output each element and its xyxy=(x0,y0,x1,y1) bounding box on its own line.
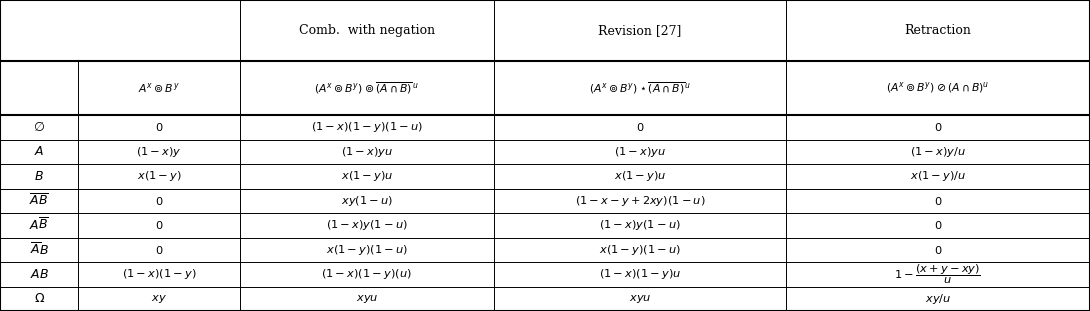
Text: $(1-x)yu$: $(1-x)yu$ xyxy=(614,145,666,159)
Text: $0$: $0$ xyxy=(934,219,942,231)
Text: $\overline{A}\overline{B}$: $\overline{A}\overline{B}$ xyxy=(29,193,49,208)
Text: $(1-x)(1-y)$: $(1-x)(1-y)$ xyxy=(122,267,196,281)
Text: $(1-x)y(1-u)$: $(1-x)y(1-u)$ xyxy=(598,218,681,232)
Text: $AB$: $AB$ xyxy=(29,268,49,281)
Text: $xyu$: $xyu$ xyxy=(629,293,651,305)
Text: $x(1-y)$: $x(1-y)$ xyxy=(136,169,182,183)
Text: Comb.  with negation: Comb. with negation xyxy=(299,24,435,37)
Text: $(1-x)y(1-u)$: $(1-x)y(1-u)$ xyxy=(326,218,408,232)
Text: $(1-x)y$: $(1-x)y$ xyxy=(136,145,182,159)
Text: $A\overline{B}$: $A\overline{B}$ xyxy=(29,217,49,233)
Text: $xyu$: $xyu$ xyxy=(355,293,378,305)
Text: $x(1-y)(1-u)$: $x(1-y)(1-u)$ xyxy=(326,243,408,257)
Text: $(A^x \circledcirc B^y)\oslash(A \cap B)^u$: $(A^x \circledcirc B^y)\oslash(A \cap B)… xyxy=(886,80,990,95)
Text: $0$: $0$ xyxy=(934,121,942,133)
Text: $xy/u$: $xy/u$ xyxy=(924,292,952,306)
Text: $A$: $A$ xyxy=(34,145,45,158)
Text: $(1-x-y+2xy)(1-u)$: $(1-x-y+2xy)(1-u)$ xyxy=(574,194,705,208)
Text: $(1-x)(1-y)(1-u)$: $(1-x)(1-y)(1-u)$ xyxy=(311,120,423,134)
Text: $0$: $0$ xyxy=(155,244,163,256)
Text: $(1-x)y/u$: $(1-x)y/u$ xyxy=(910,145,966,159)
Text: $\emptyset$: $\emptyset$ xyxy=(33,120,46,134)
Text: $(1-x)yu$: $(1-x)yu$ xyxy=(341,145,392,159)
Text: $1-\dfrac{(x+y-xy)}{u}$: $1-\dfrac{(x+y-xy)}{u}$ xyxy=(895,262,981,286)
Text: $A^x \circledcirc B^y$: $A^x \circledcirc B^y$ xyxy=(138,81,180,95)
Text: $0$: $0$ xyxy=(155,121,163,133)
Text: $\Omega$: $\Omega$ xyxy=(34,292,45,305)
Text: $x(1-y)u$: $x(1-y)u$ xyxy=(614,169,666,183)
Text: Retraction: Retraction xyxy=(905,24,971,37)
Text: $0$: $0$ xyxy=(155,195,163,207)
Text: $x(1-y)/u$: $x(1-y)/u$ xyxy=(910,169,966,183)
Text: $x(1-y)(1-u)$: $x(1-y)(1-u)$ xyxy=(598,243,681,257)
Text: $0$: $0$ xyxy=(934,244,942,256)
Text: $(A^x \circledcirc B^y) \star \overline{(A \cap B)}^{\,u}$: $(A^x \circledcirc B^y) \star \overline{… xyxy=(589,80,691,96)
Text: $B$: $B$ xyxy=(34,170,45,183)
Text: $0$: $0$ xyxy=(934,195,942,207)
Text: $(A^x \circledcirc B^y)\circledcirc\overline{(A \cap B)}^{\,u}$: $(A^x \circledcirc B^y)\circledcirc\over… xyxy=(314,80,420,96)
Text: $(1-x)(1-y)u$: $(1-x)(1-y)u$ xyxy=(598,267,681,281)
Text: $(1-x)(1-y)(u)$: $(1-x)(1-y)(u)$ xyxy=(322,267,412,281)
Text: $0$: $0$ xyxy=(155,219,163,231)
Text: $\overline{A}B$: $\overline{A}B$ xyxy=(29,242,49,258)
Text: $0$: $0$ xyxy=(635,121,644,133)
Text: Revision [27]: Revision [27] xyxy=(598,24,681,37)
Text: $x(1-y)u$: $x(1-y)u$ xyxy=(340,169,393,183)
Text: $xy(1-u)$: $xy(1-u)$ xyxy=(341,194,392,208)
Text: $xy$: $xy$ xyxy=(152,293,167,305)
